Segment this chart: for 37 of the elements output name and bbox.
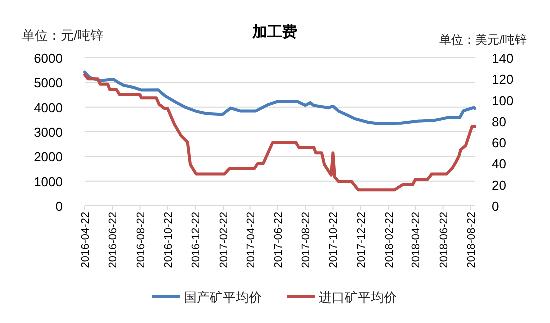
x-tick-label: 2017-04-22 — [245, 212, 258, 268]
y-tick-label: 3000 — [34, 125, 63, 140]
legend-label: 国产矿平均价 — [184, 290, 262, 305]
y-tick-label: 5000 — [34, 76, 63, 91]
y-tick-label: 6000 — [34, 51, 63, 66]
x-tick-label: 2018-02-22 — [384, 212, 396, 268]
y2-tick-label: 120 — [492, 72, 514, 88]
y-tick-label: 0 — [56, 199, 63, 214]
y2-tick-label: 0 — [492, 199, 500, 214]
y-tick-label: 4000 — [34, 100, 63, 116]
y-axis-title: 单位：元/吨锌 — [22, 28, 104, 43]
x-tick-label: 2016-06-22 — [108, 212, 120, 268]
y2-tick-label: 100 — [492, 93, 514, 108]
x-tick-label: 2016-04-22 — [80, 212, 92, 268]
x-tick-label: 2017-08-22 — [300, 212, 313, 268]
line-series — [84, 73, 476, 192]
x-tick-label: 2018-04-22 — [410, 212, 423, 268]
y2-axis-title: 单位：美元/吨锌 — [440, 33, 527, 47]
y2-tick-label: 80 — [492, 114, 506, 130]
y-tick-label: 2000 — [34, 150, 63, 165]
legend-label: 进口矿平均价 — [319, 290, 397, 305]
x-tick-label: 2016-08-22 — [135, 212, 148, 268]
x-tick-label: 2017-02-22 — [218, 212, 231, 268]
line-series — [84, 70, 476, 126]
y2-tick-label: 20 — [492, 178, 506, 193]
x-tick-label: 2017-06-22 — [272, 212, 285, 268]
x-tick-label: 2016-12-22 — [190, 212, 203, 268]
x-tick-label: 2018-06-22 — [438, 212, 450, 268]
x-tick-label: 2017-12-22 — [356, 212, 368, 268]
y2-tick-label: 140 — [492, 51, 514, 66]
chart-title: 加工费 — [252, 24, 298, 41]
y2-tick-label: 40 — [492, 156, 506, 172]
x-tick-label: 2018-08-22 — [466, 212, 478, 268]
y2-tick-label: 60 — [492, 136, 506, 151]
x-tick-label: 2016-10-22 — [162, 212, 175, 268]
x-tick-label: 2017-10-22 — [328, 212, 340, 268]
y-tick-label: 1000 — [34, 174, 63, 190]
